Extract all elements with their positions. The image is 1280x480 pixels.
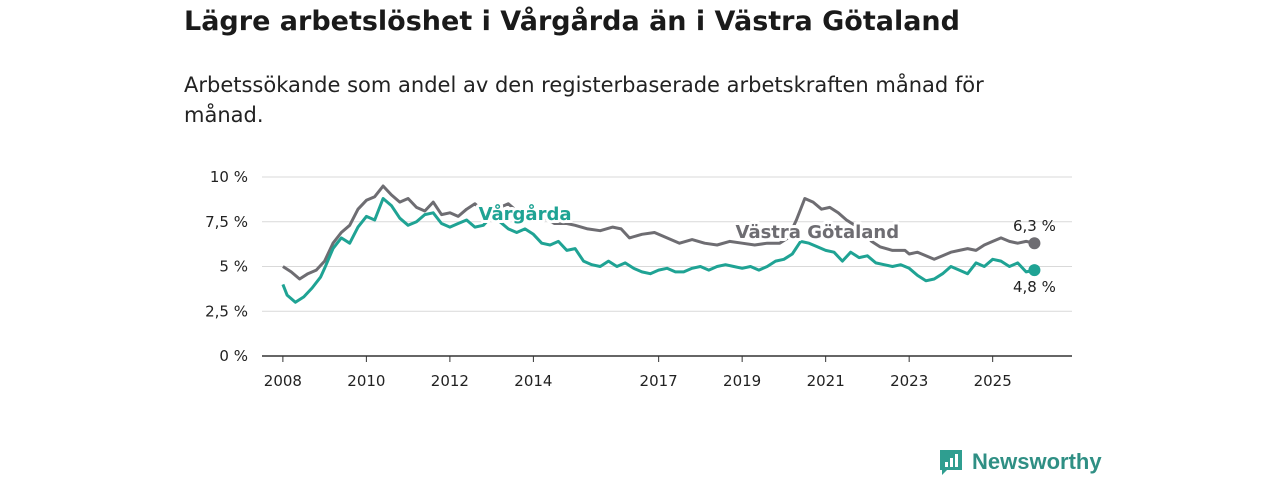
y-tick-label: 7,5 % <box>205 213 248 231</box>
series-name-halo: Västra Götaland <box>736 222 900 243</box>
series-end-dot <box>1028 237 1041 250</box>
x-tick-label: 2012 <box>431 372 469 390</box>
chart-title: Lägre arbetslöshet i Vårgårda än i Västr… <box>184 6 960 37</box>
series-line-vargarda <box>281 197 1035 304</box>
newsworthy-brand[interactable]: Newsworthy <box>938 448 1102 476</box>
x-tick-label: 2010 <box>347 372 385 390</box>
y-tick-label: 0 % <box>219 347 248 365</box>
x-axis: 2008 2010 2012 2014 2017 2019 2021 2023 2025 <box>262 355 1072 390</box>
y-tick-label: 5 % <box>219 258 248 276</box>
x-tick-label: 2014 <box>514 372 552 390</box>
chart-subtitle: Arbetssökande som andel av den registerb… <box>184 73 984 127</box>
x-tick-label: 2025 <box>974 372 1012 390</box>
x-tick-label: 2023 <box>890 372 928 390</box>
series-name-halo: Vårgårda <box>479 203 572 225</box>
series-end-label: 6,3 % <box>1013 217 1056 235</box>
x-tick-label: 2021 <box>807 372 845 390</box>
series-end-label: 4,8 % <box>1013 278 1056 296</box>
y-axis: 0 % 2,5 % 5 % 7,5 % 10 % <box>205 168 248 365</box>
series-end-dot <box>1028 264 1041 277</box>
x-tick-label: 2019 <box>723 372 761 390</box>
line-chart: 0 % 2,5 % 5 % 7,5 % 10 % 2008 2010 2012 2014 201… <box>205 168 1072 390</box>
series-name-label: Västra Götaland <box>736 222 900 243</box>
series-name-label: Vårgårda <box>479 203 572 225</box>
grid-lines <box>262 176 1072 312</box>
x-tick-label: 2017 <box>640 372 678 390</box>
series-line-vastra-gotaland <box>282 184 1035 281</box>
series-lines <box>281 184 1041 304</box>
x-tick-label: 2008 <box>264 372 302 390</box>
newsworthy-logo-icon <box>940 450 962 475</box>
y-tick-label: 2,5 % <box>205 302 248 320</box>
y-tick-label: 10 % <box>210 168 248 186</box>
brand-name: Newsworthy <box>972 449 1102 474</box>
